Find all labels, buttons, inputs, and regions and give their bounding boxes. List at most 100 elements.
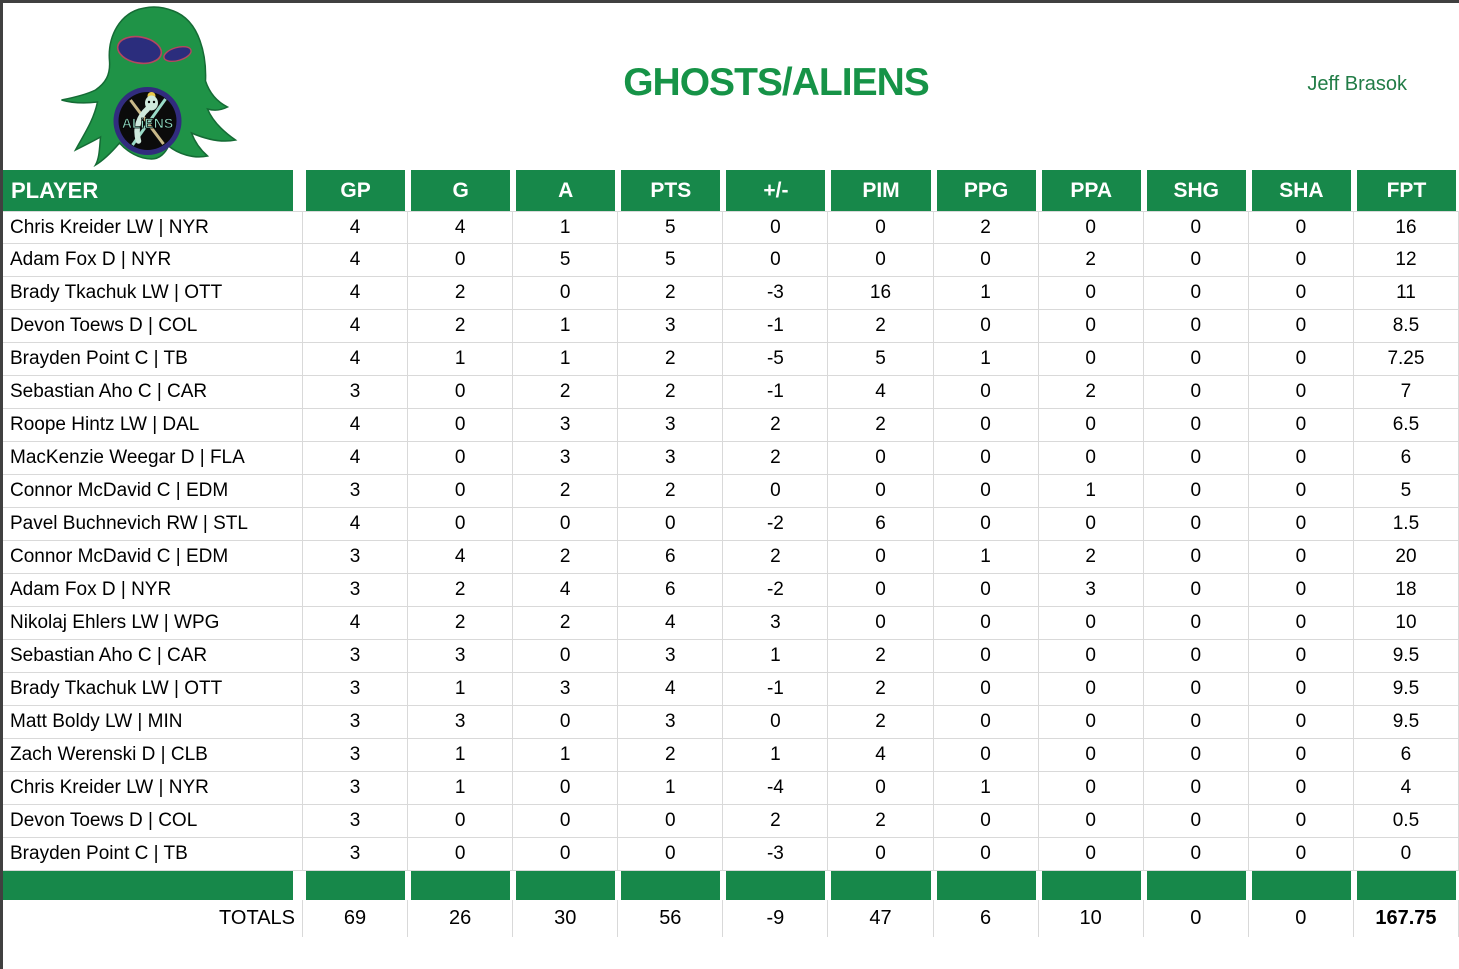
cell-a[interactable]: 3 bbox=[513, 673, 619, 706]
cell-plusminus[interactable]: -4 bbox=[723, 772, 829, 805]
cell-ppa[interactable]: 0 bbox=[1038, 673, 1144, 706]
cell-plusminus[interactable]: -3 bbox=[723, 277, 829, 310]
cell-shg[interactable]: 0 bbox=[1143, 376, 1249, 409]
cell-fpt[interactable]: 5 bbox=[1353, 475, 1459, 508]
header-ppa[interactable]: PPA bbox=[1039, 170, 1144, 211]
totals-gp[interactable]: 69 bbox=[303, 900, 409, 937]
cell-player[interactable]: Roope Hintz LW | DAL bbox=[3, 409, 303, 442]
cell-ppg[interactable]: 0 bbox=[933, 739, 1039, 772]
cell-player[interactable]: Adam Fox D | NYR bbox=[3, 244, 303, 277]
cell-plusminus[interactable]: -3 bbox=[723, 838, 829, 871]
cell-pim[interactable]: 2 bbox=[828, 673, 934, 706]
cell-player[interactable]: Connor McDavid C | EDM bbox=[3, 475, 303, 508]
cell-gp[interactable]: 3 bbox=[303, 475, 409, 508]
cell-plusminus[interactable]: -2 bbox=[723, 508, 829, 541]
cell-fpt[interactable]: 8.5 bbox=[1353, 310, 1459, 343]
cell-g[interactable]: 0 bbox=[408, 409, 514, 442]
header-gp[interactable]: GP bbox=[303, 170, 408, 211]
cell-plusminus[interactable]: 2 bbox=[723, 409, 829, 442]
cell-g[interactable]: 0 bbox=[408, 508, 514, 541]
cell-g[interactable]: 2 bbox=[408, 310, 514, 343]
cell-ppg[interactable]: 1 bbox=[933, 343, 1039, 376]
cell-fpt[interactable]: 0 bbox=[1353, 838, 1459, 871]
cell-player[interactable]: Devon Toews D | COL bbox=[3, 805, 303, 838]
cell-player[interactable]: Devon Toews D | COL bbox=[3, 310, 303, 343]
cell-pim[interactable]: 0 bbox=[828, 607, 934, 640]
cell-pts[interactable]: 4 bbox=[618, 673, 724, 706]
cell-shg[interactable]: 0 bbox=[1143, 211, 1249, 244]
cell-fpt[interactable]: 1.5 bbox=[1353, 508, 1459, 541]
totals-plusminus[interactable]: -9 bbox=[723, 900, 829, 937]
cell-gp[interactable]: 4 bbox=[303, 442, 409, 475]
cell-plusminus[interactable]: -1 bbox=[723, 310, 829, 343]
cell-plusminus[interactable]: 0 bbox=[723, 475, 829, 508]
cell-ppg[interactable]: 0 bbox=[933, 409, 1039, 442]
cell-gp[interactable]: 4 bbox=[303, 607, 409, 640]
cell-player[interactable]: MacKenzie Weegar D | FLA bbox=[3, 442, 303, 475]
cell-a[interactable]: 1 bbox=[513, 739, 619, 772]
cell-gp[interactable]: 4 bbox=[303, 409, 409, 442]
cell-plusminus[interactable]: -5 bbox=[723, 343, 829, 376]
cell-ppg[interactable]: 0 bbox=[933, 475, 1039, 508]
cell-player[interactable]: Sebastian Aho C | CAR bbox=[3, 376, 303, 409]
cell-pts[interactable]: 1 bbox=[618, 772, 724, 805]
cell-player[interactable]: Brayden Point C | TB bbox=[3, 343, 303, 376]
cell-ppg[interactable]: 0 bbox=[933, 508, 1039, 541]
cell-pim[interactable]: 0 bbox=[828, 772, 934, 805]
cell-plusminus[interactable]: 0 bbox=[723, 244, 829, 277]
cell-g[interactable]: 1 bbox=[408, 739, 514, 772]
header-fpt[interactable]: FPT bbox=[1354, 170, 1459, 211]
cell-g[interactable]: 3 bbox=[408, 706, 514, 739]
cell-shg[interactable]: 0 bbox=[1143, 574, 1249, 607]
cell-shg[interactable]: 0 bbox=[1143, 673, 1249, 706]
cell-pim[interactable]: 2 bbox=[828, 640, 934, 673]
cell-sha[interactable]: 0 bbox=[1248, 244, 1354, 277]
cell-player[interactable]: Brayden Point C | TB bbox=[3, 838, 303, 871]
totals-fpt[interactable]: 167.75 bbox=[1354, 900, 1459, 937]
cell-g[interactable]: 1 bbox=[408, 772, 514, 805]
cell-g[interactable]: 0 bbox=[408, 475, 514, 508]
cell-pts[interactable]: 5 bbox=[618, 211, 724, 244]
cell-shg[interactable]: 0 bbox=[1143, 442, 1249, 475]
cell-sha[interactable]: 0 bbox=[1248, 838, 1354, 871]
cell-ppa[interactable]: 0 bbox=[1038, 211, 1144, 244]
cell-pim[interactable]: 0 bbox=[828, 541, 934, 574]
cell-g[interactable]: 1 bbox=[408, 343, 514, 376]
totals-shg[interactable]: 0 bbox=[1144, 900, 1249, 937]
cell-player[interactable]: Chris Kreider LW | NYR bbox=[3, 772, 303, 805]
cell-pts[interactable]: 2 bbox=[618, 376, 724, 409]
cell-g[interactable]: 0 bbox=[408, 805, 514, 838]
cell-ppa[interactable]: 0 bbox=[1038, 838, 1144, 871]
cell-a[interactable]: 0 bbox=[513, 838, 619, 871]
cell-sha[interactable]: 0 bbox=[1248, 277, 1354, 310]
cell-ppa[interactable]: 3 bbox=[1038, 574, 1144, 607]
cell-fpt[interactable]: 4 bbox=[1353, 772, 1459, 805]
cell-g[interactable]: 0 bbox=[408, 442, 514, 475]
cell-ppa[interactable]: 0 bbox=[1038, 739, 1144, 772]
header-a[interactable]: A bbox=[513, 170, 618, 211]
cell-g[interactable]: 0 bbox=[408, 376, 514, 409]
cell-pts[interactable]: 3 bbox=[618, 706, 724, 739]
cell-fpt[interactable]: 9.5 bbox=[1353, 673, 1459, 706]
cell-player[interactable]: Connor McDavid C | EDM bbox=[3, 541, 303, 574]
cell-sha[interactable]: 0 bbox=[1248, 772, 1354, 805]
cell-sha[interactable]: 0 bbox=[1248, 739, 1354, 772]
cell-sha[interactable]: 0 bbox=[1248, 211, 1354, 244]
cell-gp[interactable]: 3 bbox=[303, 673, 409, 706]
cell-fpt[interactable]: 7 bbox=[1353, 376, 1459, 409]
cell-gp[interactable]: 4 bbox=[303, 343, 409, 376]
cell-ppa[interactable]: 0 bbox=[1038, 805, 1144, 838]
cell-ppg[interactable]: 1 bbox=[933, 277, 1039, 310]
cell-pim[interactable]: 2 bbox=[828, 706, 934, 739]
cell-fpt[interactable]: 6 bbox=[1353, 739, 1459, 772]
cell-gp[interactable]: 4 bbox=[303, 508, 409, 541]
cell-pim[interactable]: 4 bbox=[828, 739, 934, 772]
cell-sha[interactable]: 0 bbox=[1248, 409, 1354, 442]
cell-sha[interactable]: 0 bbox=[1248, 805, 1354, 838]
totals-ppa[interactable]: 10 bbox=[1039, 900, 1144, 937]
cell-a[interactable]: 2 bbox=[513, 376, 619, 409]
cell-pts[interactable]: 2 bbox=[618, 343, 724, 376]
cell-shg[interactable]: 0 bbox=[1143, 508, 1249, 541]
cell-pim[interactable]: 5 bbox=[828, 343, 934, 376]
cell-pts[interactable]: 0 bbox=[618, 838, 724, 871]
